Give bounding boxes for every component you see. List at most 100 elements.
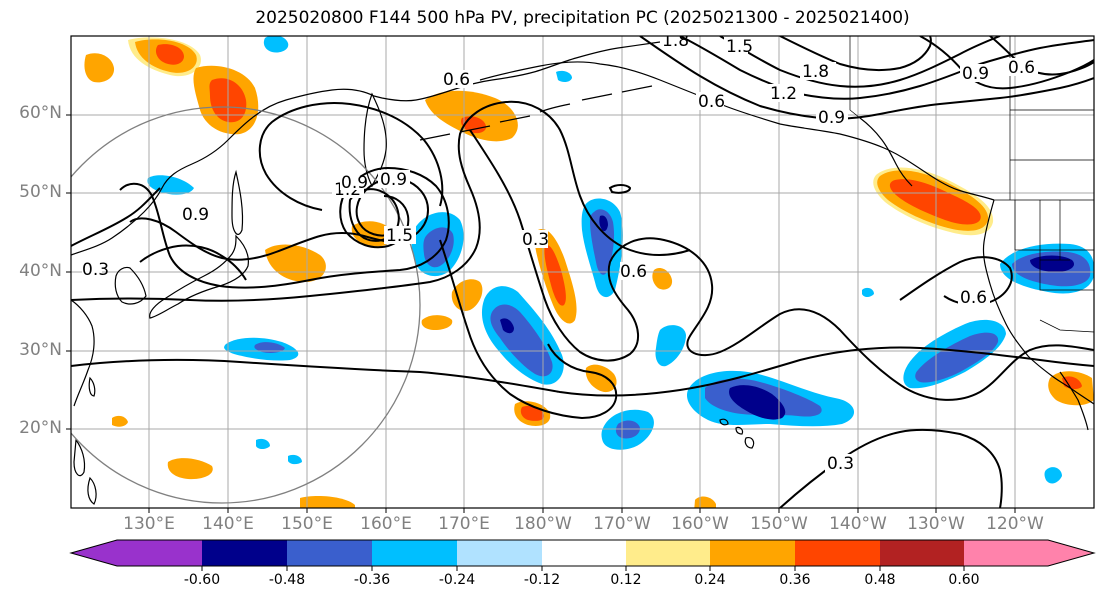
- precip-anomaly-negative: [254, 342, 285, 353]
- pv-contour-1.2-arc-east: [719, 36, 1001, 88]
- precip-anomaly-positive: [544, 244, 566, 306]
- lon-label-140e: 140°E: [202, 514, 254, 534]
- precip-anomaly-negative: [556, 70, 572, 83]
- lat-label-40n: 40°N: [19, 261, 62, 281]
- contour-label: 0.6: [620, 262, 647, 282]
- lon-label-160e: 160°E: [360, 514, 412, 534]
- contour-label: 0.3: [827, 454, 854, 474]
- precip-anomaly-positive: [585, 364, 617, 393]
- precip-anomaly-positive: [155, 44, 184, 65]
- political-borders: [849, 36, 1094, 333]
- coastline-aleutians: [419, 85, 653, 141]
- colorbar-tick-label: 0.12: [610, 572, 642, 588]
- contour-label: 0.9: [341, 173, 368, 193]
- distance-circle: [71, 106, 421, 504]
- contour-label: 1.8: [802, 62, 829, 82]
- lat-label-30n: 30°N: [19, 340, 62, 360]
- colorbar-tick-label: -0.24: [438, 572, 476, 588]
- pv-contour-0.9-arc-east: [679, 36, 1094, 100]
- contour-label: 1.8: [662, 31, 689, 51]
- colorbar-bin: [626, 540, 710, 566]
- contour-label: 1.5: [726, 37, 753, 57]
- contour-label: 1.5: [386, 226, 413, 246]
- coastline-philippines: [73, 438, 97, 505]
- lat-label-50n: 50°N: [19, 182, 62, 202]
- colorbar-bin: [880, 540, 964, 566]
- precip-positive-anomalies: [84, 37, 1094, 508]
- border-alaska-canada: [849, 36, 861, 119]
- pv-contour-0.6-ne: [989, 36, 1094, 76]
- contour-label: 0.3: [522, 230, 549, 250]
- coastline-baja: [1059, 371, 1089, 431]
- colorbar-bin: [372, 540, 457, 566]
- precip-anomaly-negative: [1030, 255, 1075, 272]
- coastlines: [71, 41, 1094, 505]
- coastline-asia: [71, 41, 661, 256]
- lon-label-160w: 160°W: [671, 514, 729, 534]
- precip-anomaly-positive: [84, 53, 115, 83]
- lon-label-180w: 180°W: [514, 514, 572, 534]
- lat-label-60n: 60°N: [19, 103, 62, 123]
- lon-label-170w: 170°W: [593, 514, 651, 534]
- coastline-korea-china: [114, 266, 147, 305]
- colorbar: [69, 539, 1096, 571]
- border-state-lines: [1014, 200, 1094, 291]
- lon-label-140w: 140°W: [829, 514, 887, 534]
- precip-anomaly-negative: [599, 215, 608, 232]
- precip-anomaly-positive: [265, 244, 326, 282]
- precip-anomaly-negative: [729, 385, 786, 420]
- coastline-east-china: [71, 299, 95, 407]
- colorbar-tick-label: 0.48: [864, 572, 896, 588]
- graticule: [71, 36, 1094, 508]
- colorbar-tick-label: 0.36: [779, 572, 811, 588]
- contour-label: 0.3: [82, 260, 109, 280]
- precip-anomaly-positive: [112, 415, 128, 427]
- coastline-sakhalin: [231, 169, 244, 235]
- lon-label-130w: 130°W: [907, 514, 965, 534]
- pv-contour-0.6-upper: [71, 100, 691, 302]
- precip-anomaly-negative: [862, 287, 874, 297]
- colorbar-tick-label: 0.60: [948, 572, 980, 588]
- colorbar-extend-high: [1048, 540, 1094, 566]
- lon-label-150e: 150°E: [281, 514, 333, 534]
- colorbar-bin: [795, 540, 880, 566]
- precip-anomaly-positive: [421, 315, 453, 330]
- pv-contour-0.3-trough: [469, 129, 1094, 401]
- map-area: 0.6 0.9 1.2 1.5 1.8 0.9 0.6 0.3 0.9 1.5 …: [71, 31, 1094, 508]
- contour-label: 0.6: [960, 288, 987, 308]
- pv-contour-0.9-low: [119, 166, 450, 289]
- colorbar-bin: [287, 540, 372, 566]
- pv-contour-1.2-west: [139, 244, 247, 281]
- contour-label: 1.2: [770, 84, 797, 104]
- pv-contour-0.9-ne: [919, 36, 1094, 90]
- coastline-north-america: [982, 199, 1094, 405]
- colorbar-tick-label: -0.60: [183, 572, 221, 588]
- colorbar-tick-label: -0.12: [523, 572, 561, 588]
- colorbar-bin: [542, 540, 626, 566]
- colorbar-bin: [457, 540, 542, 566]
- axis-ticks: [66, 114, 1016, 513]
- lon-label-170e: 170°E: [438, 514, 490, 534]
- precip-anomaly-negative: [500, 318, 514, 334]
- lon-label-150w: 150°W: [750, 514, 808, 534]
- colorbar-bin: [710, 540, 795, 566]
- contour-label: 0.9: [962, 64, 989, 84]
- precip-anomaly-positive: [300, 496, 355, 508]
- pv-contour-0.9-north-loop: [258, 101, 444, 211]
- colorbar-outline: [69, 539, 1096, 567]
- border-usa-mexico: [1039, 319, 1094, 333]
- contour-label: 0.9: [818, 108, 845, 128]
- colorbar-tick-label: -0.36: [353, 572, 391, 588]
- contour-label: 0.9: [182, 205, 209, 225]
- pv-contour-0.3-sw-fold: [439, 239, 618, 420]
- colorbar-tick-label: -0.48: [268, 572, 306, 588]
- coastline-hawaii: [719, 418, 755, 449]
- contour-label: 0.6: [698, 92, 725, 112]
- coastline-taiwan: [88, 376, 96, 397]
- coastline-alaska: [479, 61, 995, 201]
- lon-label-130e: 130°E: [123, 514, 175, 534]
- colorbar-extend-low: [71, 540, 117, 566]
- pv-contour-island: [608, 184, 632, 194]
- precip-anomaly-positive: [652, 268, 673, 290]
